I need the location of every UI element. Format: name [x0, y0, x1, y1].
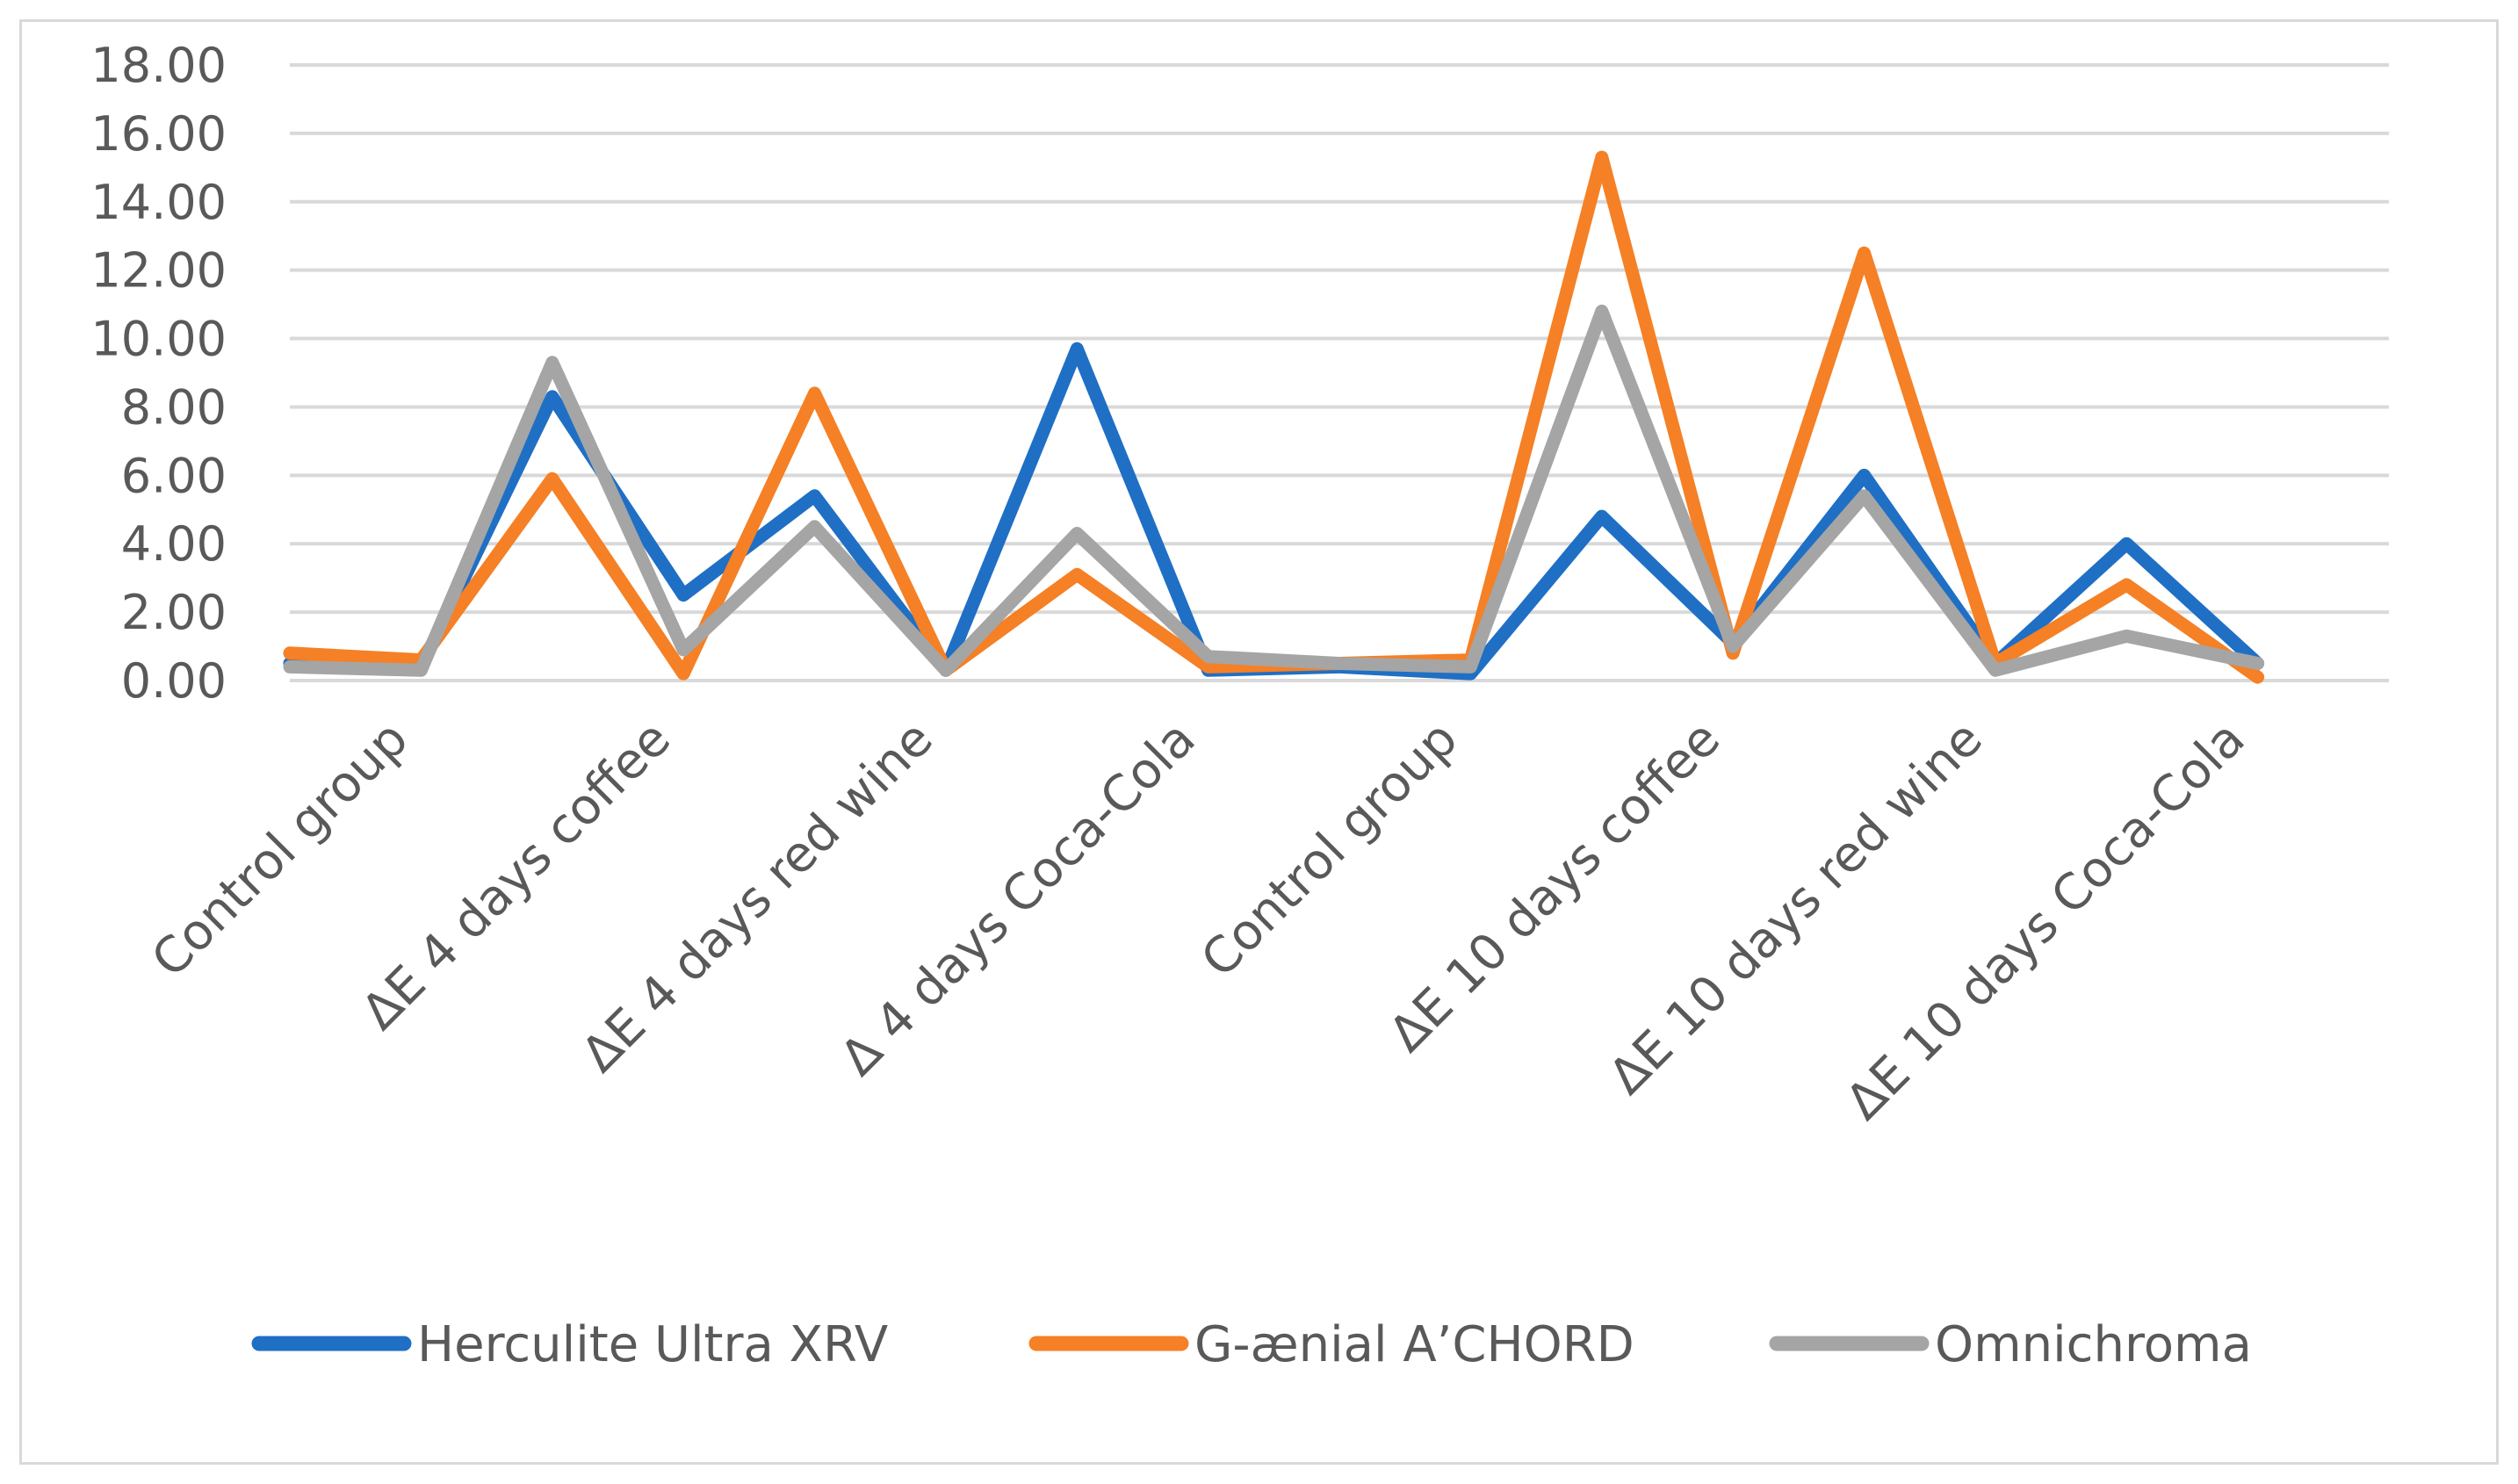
series-lines: [283, 150, 2265, 684]
x-tick-label: Control group: [1191, 710, 1469, 989]
x-tick-label: Control group: [141, 710, 420, 989]
series-line-2: [283, 304, 2265, 677]
y-tick-label: 6.00: [121, 448, 227, 503]
legend-label: Omnichroma: [1935, 1316, 2252, 1373]
chart-frame: [19, 19, 2499, 1465]
y-tick-label: 18.00: [90, 38, 227, 93]
y-tick-label: 0.00: [121, 653, 227, 709]
y-tick-label: 2.00: [121, 585, 227, 640]
series-line-1: [283, 150, 2265, 684]
legend-label: Herculite Ultra XRV: [417, 1316, 888, 1373]
legend: Herculite Ultra XRV G-ænial A’CHORD Omnich…: [251, 1316, 2252, 1373]
y-tick-label: 16.00: [90, 106, 227, 162]
y-tick-label: 12.00: [90, 243, 227, 299]
y-axis-ticks: 0.00 2.00 4.00 6.00 8.00 10.00 12.00 14.00 16.00…: [90, 38, 227, 709]
y-tick-label: 14.00: [90, 175, 227, 230]
y-tick-label: 10.00: [90, 312, 227, 367]
legend-label: G-ænial A’CHORD: [1194, 1316, 1634, 1373]
y-tick-label: 4.00: [121, 516, 227, 572]
y-tick-label: 8.00: [121, 379, 227, 435]
